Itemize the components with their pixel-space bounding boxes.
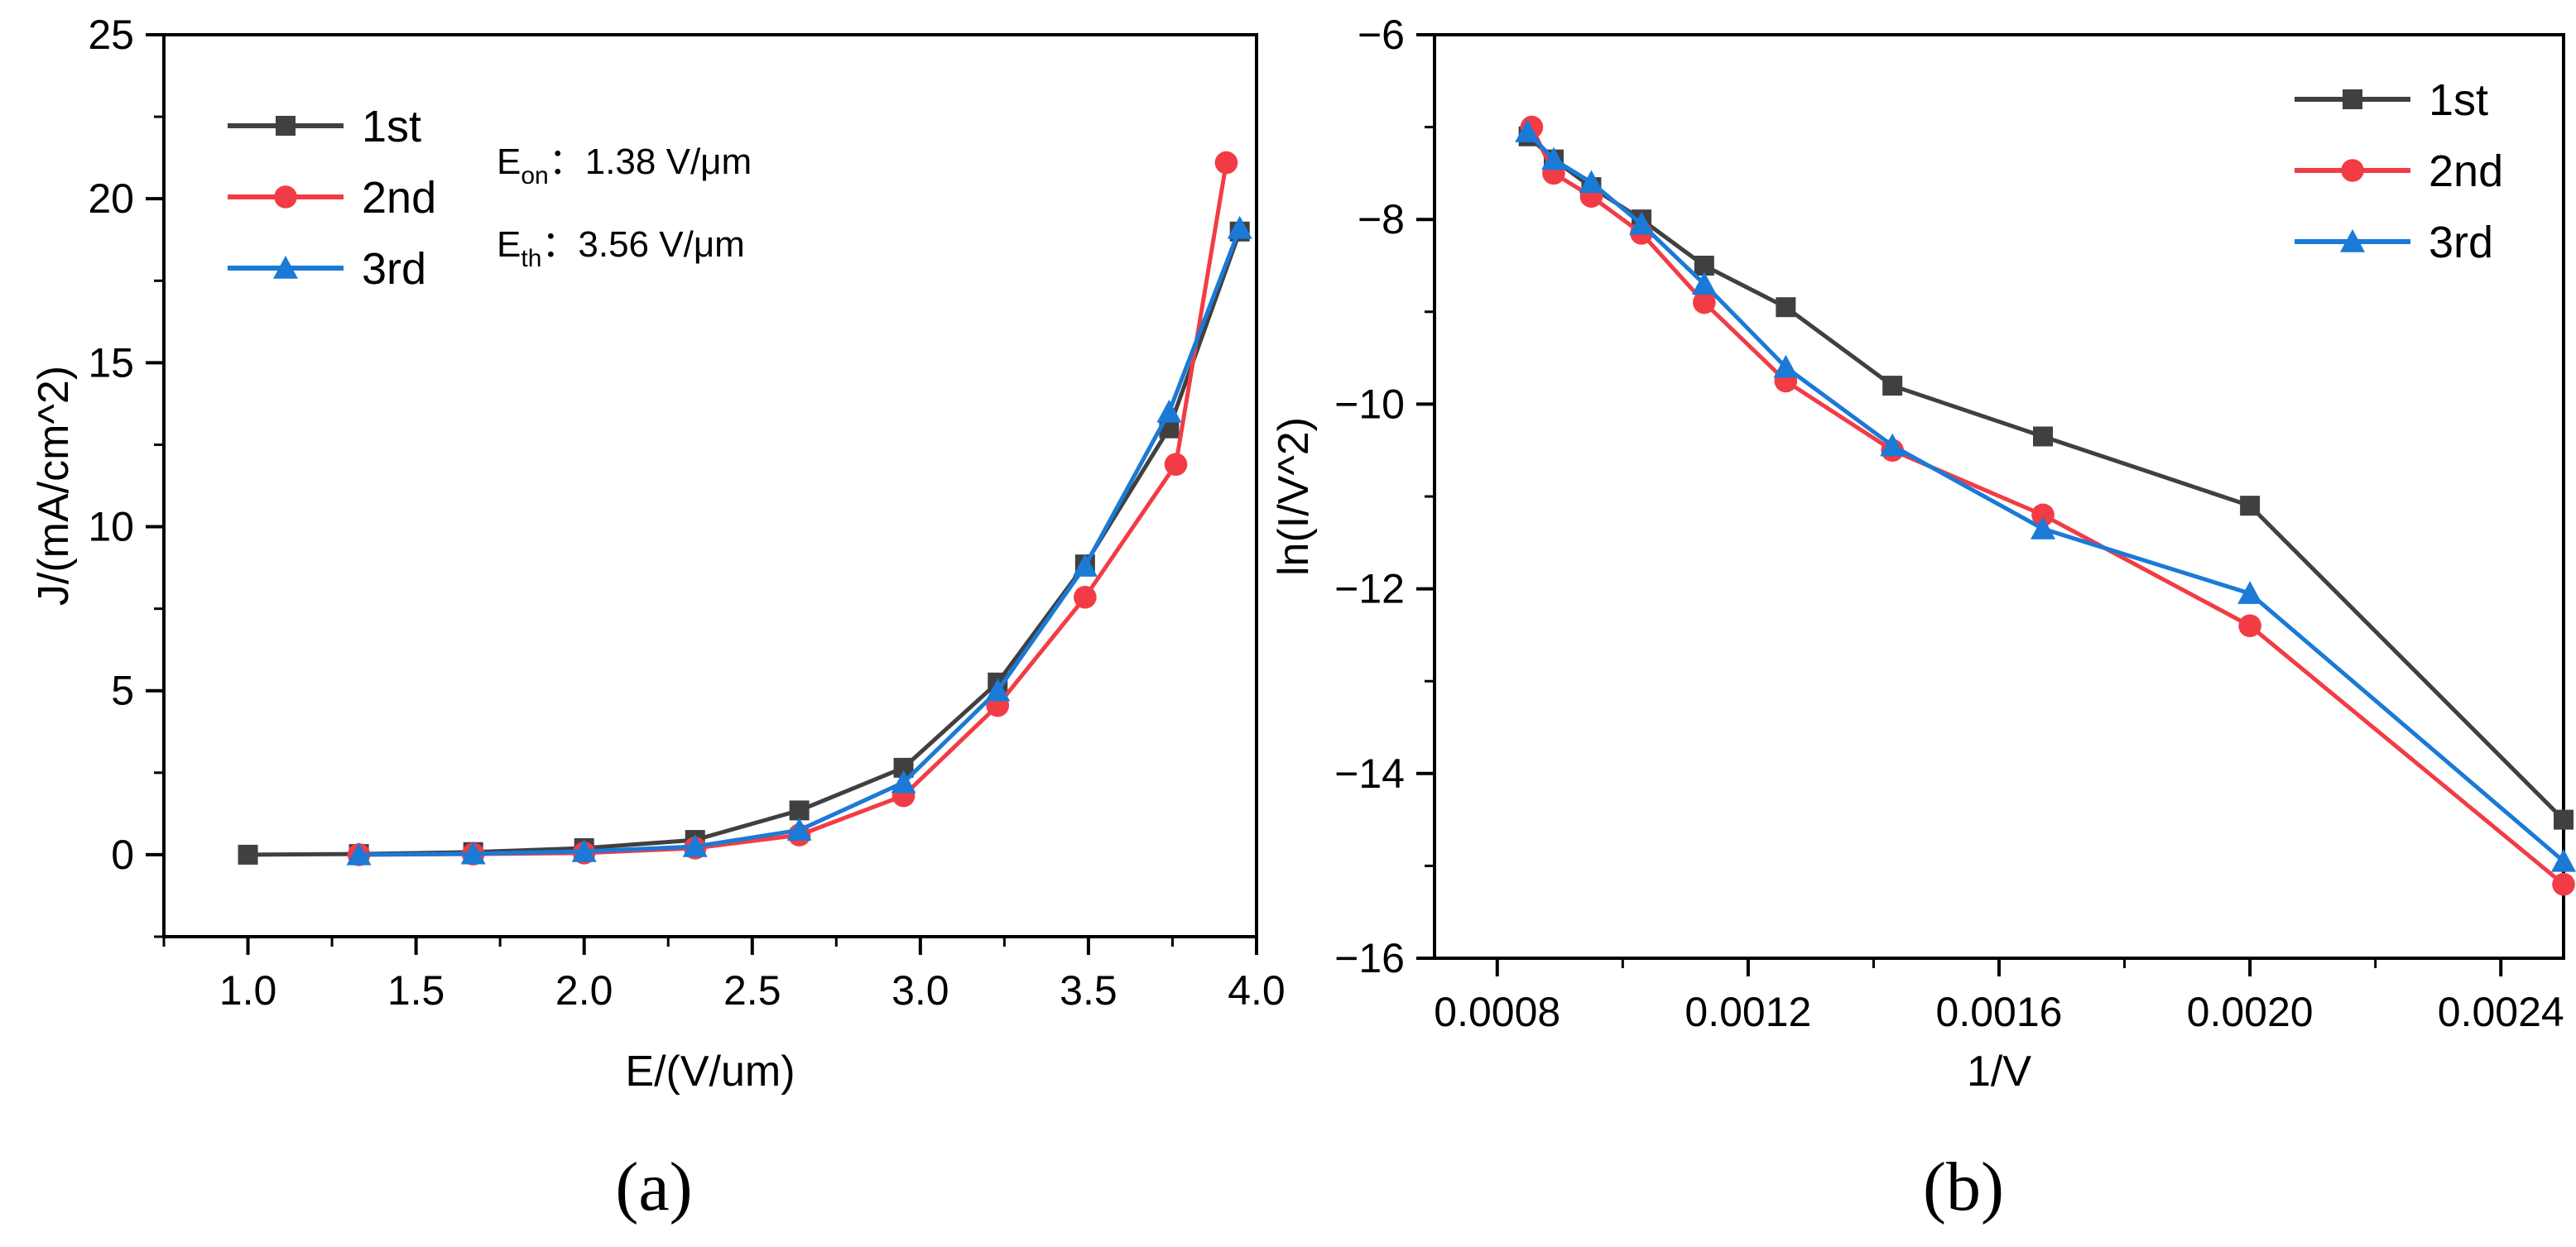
- data-point-3rd: [2031, 516, 2056, 540]
- data-point-3rd: [682, 834, 708, 857]
- x-axis-title: 1/V: [1967, 1048, 2031, 1096]
- y-tick-label: −10: [1334, 381, 1405, 427]
- x-tick-label: 2.5: [723, 967, 781, 1014]
- panel-a: 1.0 1.5 2.0 2.5 3.0 3.5 4.0 0 5 10 15 20 25 E/(V/um) J…: [30, 12, 1286, 1225]
- x-tick-label: 3.0: [892, 967, 949, 1014]
- data-point-3rd: [891, 770, 916, 794]
- data-point-2nd: [1074, 585, 1097, 609]
- series-line-2nd: [1530, 126, 2565, 886]
- data-point-1st: [2554, 809, 2574, 830]
- panel-label: (a): [615, 1149, 692, 1225]
- x-tick-label: 1.5: [387, 967, 445, 1014]
- data-point-2nd: [1164, 453, 1188, 477]
- legend-marker-2nd: [274, 185, 297, 209]
- legend-label: 1st: [362, 102, 421, 151]
- legend-label: 2nd: [362, 173, 436, 223]
- y-tick-label: 25: [88, 12, 134, 58]
- legend-marker-1st: [276, 116, 296, 136]
- series-line-2nd: [358, 162, 1228, 857]
- data-point-3rd: [1227, 215, 1252, 239]
- x-tick-label: 0.0024: [2438, 989, 2564, 1035]
- data-point-2nd: [1693, 290, 1716, 314]
- y-tick-label: 20: [88, 175, 134, 222]
- annotation-eon: Eon：1.38 V/μm: [497, 141, 752, 189]
- x-tick-label: 4.0: [1228, 967, 1286, 1014]
- data-point-3rd: [786, 818, 812, 841]
- x-tick-label: 1.0: [219, 967, 277, 1014]
- panel-b: 0.0008 0.0012 0.0016 0.0020 0.0024 −16 −14 −12 −…: [1270, 12, 2576, 1225]
- series-line-3rd: [1526, 130, 2565, 863]
- annotation-eth: Eth：3.56 V/μm: [497, 224, 745, 272]
- y-tick-label: −14: [1334, 751, 1405, 797]
- data-point-3rd: [1540, 146, 1566, 170]
- data-point-3rd: [2237, 581, 2263, 604]
- data-point-3rd: [571, 838, 597, 862]
- x-tick-label: 0.0008: [1434, 989, 1560, 1035]
- data-point-3rd: [2551, 848, 2576, 872]
- legend-label: 3rd: [362, 244, 426, 294]
- data-point-3rd: [1691, 271, 1717, 295]
- y-axis-title: ln(I/V^2): [1270, 417, 1318, 576]
- data-point-3rd: [1579, 170, 1604, 194]
- x-tick-label: 0.0012: [1684, 989, 1811, 1035]
- panel-label: (b): [1923, 1149, 2004, 1225]
- legend-label: 2nd: [2429, 146, 2503, 196]
- legend-marker-3rd: [2340, 229, 2365, 252]
- data-point-1st: [2240, 496, 2261, 516]
- data-point-3rd: [1515, 119, 1540, 142]
- data-point-2nd: [2031, 503, 2055, 527]
- data-point-2nd: [1214, 151, 1238, 175]
- y-tick-label: 10: [88, 504, 134, 550]
- x-tick-label: 0.0020: [2187, 989, 2314, 1035]
- data-point-3rd: [346, 842, 372, 866]
- series-line-3rd: [358, 227, 1242, 857]
- y-tick-label: −12: [1334, 566, 1405, 612]
- y-tick-label: 5: [111, 668, 134, 714]
- data-point-1st: [2033, 426, 2054, 447]
- y-tick-label: −6: [1358, 12, 1405, 58]
- data-point-3rd: [1072, 554, 1098, 577]
- legend-marker-3rd: [273, 256, 298, 279]
- legend-marker-1st: [2343, 89, 2362, 109]
- legend-label: 3rd: [2429, 218, 2493, 267]
- plot-frame: [162, 33, 1258, 938]
- x-tick-label: 2.0: [555, 967, 613, 1014]
- data-point-1st: [1776, 297, 1796, 318]
- data-point-3rd: [985, 678, 1011, 702]
- data-point-2nd: [2238, 614, 2261, 638]
- x-axis-title: E/(V/um): [625, 1048, 795, 1096]
- y-tick-label: −16: [1334, 935, 1405, 981]
- data-point-3rd: [1629, 211, 1655, 235]
- series-line-1st: [1526, 134, 2565, 822]
- data-point-1st: [238, 844, 258, 865]
- y-tick-label: −8: [1358, 196, 1405, 242]
- data-point-2nd: [2552, 872, 2575, 896]
- series-line-1st: [248, 230, 1242, 857]
- data-point-1st: [1882, 376, 1903, 396]
- x-tick-label: 3.5: [1060, 967, 1117, 1014]
- y-axis-title: J/(mA/cm^2): [30, 366, 78, 606]
- y-tick-label: 15: [88, 339, 134, 386]
- data-point-3rd: [1773, 354, 1799, 378]
- x-tick-label: 0.0016: [1936, 989, 2063, 1035]
- legend-label: 1st: [2429, 75, 2488, 125]
- data-point-3rd: [1156, 399, 1182, 423]
- data-point-3rd: [1880, 433, 1906, 457]
- y-tick-label: 0: [111, 832, 134, 878]
- data-point-1st: [789, 800, 810, 821]
- legend-marker-2nd: [2341, 159, 2364, 182]
- data-point-3rd: [460, 841, 486, 865]
